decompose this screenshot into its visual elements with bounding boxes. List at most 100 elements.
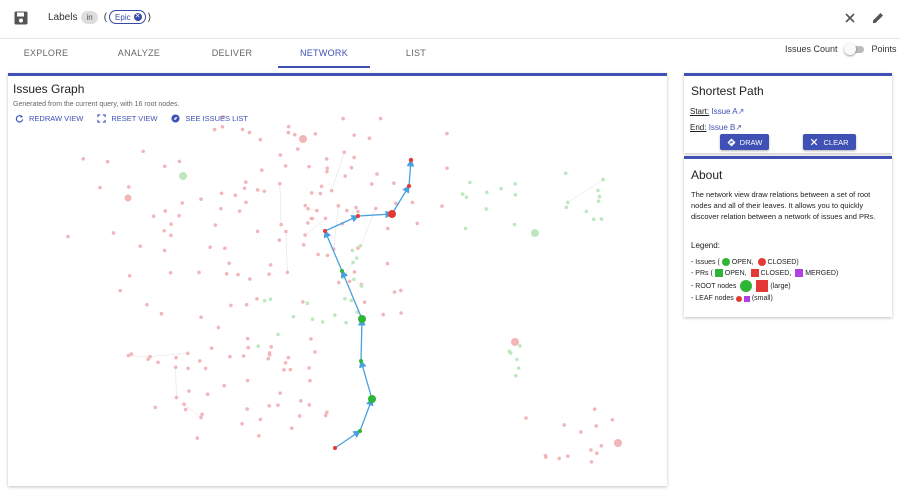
graph-leaf-node[interactable] bbox=[310, 317, 315, 322]
graph-leaf-node[interactable] bbox=[151, 214, 156, 219]
graph-leaf-node[interactable] bbox=[284, 229, 288, 234]
graph-leaf-node[interactable] bbox=[345, 208, 349, 213]
graph-leaf-node[interactable] bbox=[524, 416, 528, 420]
graph-leaf-node[interactable] bbox=[516, 366, 521, 370]
graph-leaf-node[interactable] bbox=[212, 127, 217, 132]
graph-leaf-node[interactable] bbox=[596, 199, 601, 203]
graph-leaf-node[interactable] bbox=[227, 261, 231, 266]
graph-leaf-node[interactable] bbox=[599, 217, 604, 221]
tab-analyze[interactable]: ANALYZE bbox=[117, 48, 161, 58]
graph-leaf-node[interactable] bbox=[309, 337, 313, 341]
graph-leaf-node[interactable] bbox=[344, 320, 348, 325]
graph-leaf-node[interactable] bbox=[156, 360, 160, 365]
graph-leaf-node[interactable] bbox=[324, 157, 329, 161]
graph-leaf-node[interactable] bbox=[146, 357, 151, 361]
graph-leaf-node[interactable] bbox=[268, 297, 273, 301]
graph-leaf-node[interactable] bbox=[563, 171, 568, 176]
graph-leaf-node[interactable] bbox=[399, 288, 403, 293]
graph-leaf-node[interactable] bbox=[333, 313, 337, 317]
graph-leaf-node[interactable] bbox=[197, 270, 201, 275]
graph-leaf-node[interactable] bbox=[336, 280, 341, 285]
graph-leaf-node[interactable] bbox=[358, 243, 363, 248]
graph-leaf-node[interactable] bbox=[197, 359, 202, 363]
graph-leaf-node[interactable] bbox=[291, 314, 296, 319]
path-node[interactable] bbox=[323, 229, 327, 233]
graph-leaf-node[interactable] bbox=[579, 430, 583, 434]
graph-leaf-node[interactable] bbox=[241, 354, 246, 358]
graph-leaf-node[interactable] bbox=[267, 403, 271, 408]
graph-leaf-node[interactable] bbox=[148, 354, 152, 359]
graph-leaf-node[interactable] bbox=[276, 403, 280, 407]
graph-leaf-node[interactable] bbox=[126, 353, 131, 358]
graph-leaf-node[interactable] bbox=[105, 159, 110, 164]
graph-leaf-node[interactable] bbox=[325, 166, 330, 170]
graph-leaf-node[interactable] bbox=[610, 418, 615, 422]
graph-leaf-node[interactable] bbox=[325, 169, 329, 174]
graph-leaf-node[interactable] bbox=[356, 246, 360, 250]
graph-leaf-node[interactable] bbox=[187, 389, 191, 393]
graph-leaf-node[interactable] bbox=[278, 153, 283, 157]
graph-leaf-node[interactable] bbox=[258, 137, 263, 142]
graph-leaf-node[interactable] bbox=[566, 454, 570, 458]
graph-leaf-node[interactable] bbox=[177, 159, 182, 164]
graph-leaf-node[interactable] bbox=[256, 344, 260, 348]
graph-leaf-node[interactable] bbox=[141, 149, 146, 154]
graph-leaf-node[interactable] bbox=[303, 203, 308, 208]
graph-leaf-node[interactable] bbox=[349, 298, 354, 303]
graph-leaf-node[interactable] bbox=[200, 412, 204, 417]
graph-leaf-node[interactable] bbox=[286, 124, 291, 129]
graph-leaf-node[interactable] bbox=[240, 421, 244, 426]
graph-leaf-node[interactable] bbox=[259, 168, 264, 172]
graph-leaf-node[interactable] bbox=[262, 189, 267, 193]
graph-leaf-node[interactable] bbox=[513, 193, 518, 197]
graph-leaf-node[interactable] bbox=[543, 455, 548, 459]
graph-leaf-node[interactable] bbox=[385, 261, 390, 266]
graph-leaf-node[interactable] bbox=[349, 165, 354, 170]
graph-leaf-node[interactable] bbox=[162, 229, 166, 233]
graph-leaf-node[interactable] bbox=[370, 182, 374, 186]
save-icon[interactable] bbox=[13, 10, 29, 26]
path-node[interactable] bbox=[407, 184, 411, 188]
graph-leaf-node[interactable] bbox=[173, 365, 178, 370]
graph-leaf-node[interactable] bbox=[594, 424, 599, 428]
path-node[interactable] bbox=[340, 269, 344, 273]
graph-leaf-node[interactable] bbox=[233, 193, 238, 198]
graph-leaf-node[interactable] bbox=[169, 233, 173, 238]
graph-leaf-node[interactable] bbox=[213, 223, 218, 227]
graph-leaf-node[interactable] bbox=[208, 245, 212, 250]
graph-leaf-node[interactable] bbox=[283, 164, 288, 168]
graph-leaf-node[interactable] bbox=[318, 191, 323, 196]
graph-leaf-node[interactable] bbox=[463, 226, 468, 231]
graph-leaf-node[interactable] bbox=[145, 302, 149, 307]
metric-switch[interactable] bbox=[843, 43, 866, 55]
graph-leaf-node[interactable] bbox=[257, 433, 261, 438]
redraw-view-button[interactable]: REDRAW VIEW bbox=[15, 114, 83, 123]
graph-leaf-node[interactable] bbox=[336, 204, 341, 208]
graph-leaf-node[interactable] bbox=[278, 391, 282, 395]
graph-leaf-node[interactable] bbox=[288, 367, 293, 372]
path-node[interactable] bbox=[359, 359, 363, 363]
graph-leaf-node[interactable] bbox=[513, 373, 518, 378]
graph-leaf-node[interactable] bbox=[373, 206, 378, 211]
graph-leaf-node[interactable] bbox=[307, 366, 311, 370]
path-node[interactable] bbox=[333, 446, 337, 450]
graph-root-node[interactable] bbox=[511, 338, 519, 346]
graph-leaf-node[interactable] bbox=[378, 116, 383, 121]
graph-leaf-node[interactable] bbox=[292, 132, 297, 137]
graph-leaf-node[interactable] bbox=[445, 131, 449, 136]
graph-leaf-node[interactable] bbox=[174, 395, 179, 400]
graph-leaf-node[interactable] bbox=[262, 298, 267, 303]
graph-leaf-node[interactable] bbox=[508, 351, 513, 355]
graph-leaf-node[interactable] bbox=[440, 204, 444, 208]
graph-leaf-node[interactable] bbox=[199, 197, 203, 201]
graph-leaf-node[interactable] bbox=[279, 222, 283, 227]
graph-leaf-node[interactable] bbox=[246, 345, 251, 350]
graph-leaf-node[interactable] bbox=[282, 368, 286, 372]
graph-leaf-node[interactable] bbox=[222, 383, 227, 388]
tab-list[interactable]: LIST bbox=[405, 48, 427, 58]
graph-leaf-node[interactable] bbox=[415, 221, 420, 226]
graph-leaf-node[interactable] bbox=[286, 355, 291, 360]
graph-leaf-node[interactable] bbox=[228, 354, 232, 359]
graph-leaf-node[interactable] bbox=[306, 206, 310, 211]
graph-leaf-node[interactable] bbox=[394, 201, 398, 206]
